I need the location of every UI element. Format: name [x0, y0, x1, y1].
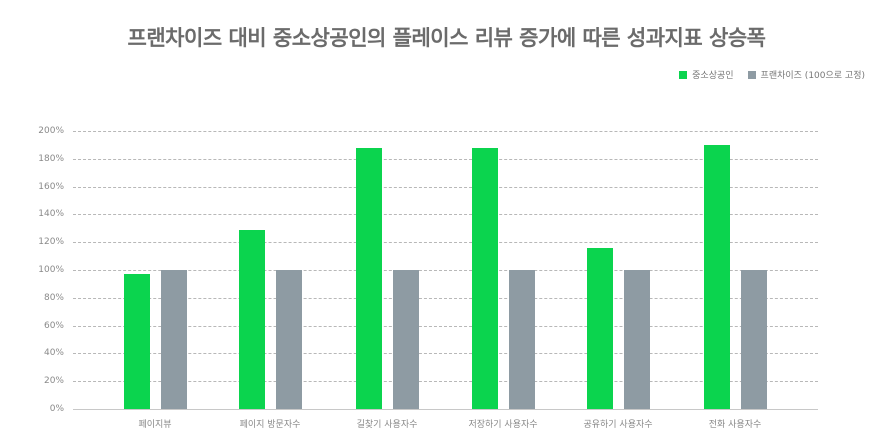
gridline [73, 270, 818, 271]
gridline [73, 186, 818, 188]
y-tick-label: 80% [43, 292, 64, 303]
bar-sme [472, 147, 498, 409]
gridline [73, 353, 818, 355]
gridline [73, 242, 818, 244]
y-tick-label: 200% [38, 126, 64, 136]
bar-sme [704, 144, 730, 409]
y-tick-label: 0% [49, 404, 64, 414]
x-tick-label: 페이지뷰 [138, 420, 172, 430]
legend-item-sme: 중소상공인 [679, 68, 734, 81]
gridline [73, 158, 818, 160]
bar-franchise [624, 270, 650, 409]
x-tick-label: 전화 사용자수 [708, 420, 762, 430]
y-tick-label: 180% [38, 153, 64, 164]
y-tick-label: 100% [38, 265, 64, 275]
gridline [73, 325, 818, 327]
bar-franchise [276, 270, 302, 409]
legend-label-franchise: 프랜차이즈 (100으로 고정) [760, 71, 865, 81]
bar-franchise [741, 270, 767, 409]
legend: 중소상공인 프랜차이즈 (100으로 고정) [665, 68, 865, 81]
x-axis-line [73, 409, 818, 410]
x-tick-label: 공유하기 사용자수 [583, 420, 653, 430]
y-tick-label: 120% [38, 237, 64, 248]
legend-swatch-sme [679, 70, 688, 79]
gridline [73, 381, 818, 383]
bar-sme [356, 147, 382, 409]
bar-sme [587, 247, 613, 409]
y-tick-label: 20% [43, 376, 64, 387]
legend-swatch-franchise [747, 70, 756, 79]
legend-label-sme: 중소상공인 [692, 71, 734, 81]
plot-area [73, 131, 818, 410]
gridline [73, 214, 818, 216]
bar-sme [239, 229, 265, 409]
x-tick-label: 페이지 방문자수 [239, 420, 301, 430]
bar-franchise [393, 270, 419, 409]
bar-franchise [161, 270, 187, 409]
bar-franchise [509, 270, 535, 409]
y-tick-label: 160% [38, 181, 64, 192]
y-tick-label: 40% [43, 348, 64, 359]
y-tick-label: 60% [43, 320, 64, 331]
gridline [73, 297, 818, 299]
bar-sme [124, 274, 150, 409]
x-tick-label: 저장하기 사용자수 [468, 420, 538, 430]
y-tick-label: 140% [38, 209, 64, 220]
chart-title: 프랜차이즈 대비 중소상공인의 플레이스 리뷰 증가에 따른 성과지표 상승폭 [127, 26, 766, 50]
legend-item-franchise: 프랜차이즈 (100으로 고정) [747, 68, 865, 81]
x-tick-label: 길찾기 사용자수 [356, 420, 418, 430]
gridline [73, 131, 818, 132]
